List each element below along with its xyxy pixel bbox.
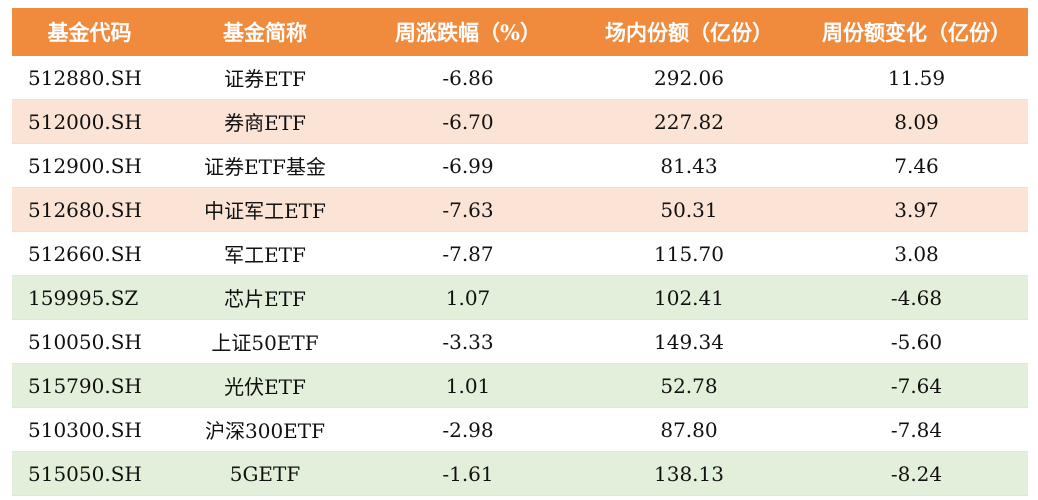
header-weekly-change: 周涨跌幅（%） xyxy=(395,20,541,45)
cell-weekly-change: 1.01 xyxy=(445,373,491,398)
table-row: 159995.SZ 芯片ETF 1.07 102.41 -4.68 xyxy=(12,276,1028,320)
cell-shares: 227.82 xyxy=(654,109,724,134)
cell-shares-change: -7.64 xyxy=(890,373,943,398)
cell-weekly-change: -3.33 xyxy=(442,329,494,354)
cell-name: 军工ETF xyxy=(224,243,306,267)
cell-name: 芯片ETF xyxy=(224,287,306,311)
cell-weekly-change: -7.63 xyxy=(442,197,494,222)
table-row: 510050.SH 上证50ETF -3.33 149.34 -5.60 xyxy=(12,320,1028,364)
cell-code: 512900.SH xyxy=(28,153,142,178)
cell-shares-change: -5.60 xyxy=(890,329,943,354)
cell-weekly-change: -6.70 xyxy=(442,109,494,134)
cell-shares-change: -8.24 xyxy=(890,461,943,486)
etf-table: 基金代码 基金简称 周涨跌幅（%） 场内份额（亿份） 周份额变化（亿份） 512… xyxy=(12,8,1028,496)
table-row: 512660.SH 军工ETF -7.87 115.70 3.08 xyxy=(12,232,1028,276)
cell-shares-change: -7.84 xyxy=(890,417,943,442)
cell-weekly-change: -6.99 xyxy=(442,153,494,178)
table-row: 512900.SH 证券ETF基金 -6.99 81.43 7.46 xyxy=(12,144,1028,188)
header-name: 基金简称 xyxy=(223,20,307,45)
cell-code: 159995.SZ xyxy=(28,285,139,310)
cell-shares-change: -4.68 xyxy=(890,285,943,310)
cell-weekly-change: 1.07 xyxy=(445,285,491,310)
cell-weekly-change: -1.61 xyxy=(442,461,494,486)
cell-name: 光伏ETF xyxy=(224,375,306,399)
header-code: 基金代码 xyxy=(47,20,132,45)
cell-name: 上证50ETF xyxy=(211,331,319,355)
header-shares: 场内份额（亿份） xyxy=(605,20,773,45)
cell-shares: 87.80 xyxy=(660,417,718,442)
cell-code: 512880.SH xyxy=(28,65,142,90)
cell-name: 5GETF xyxy=(229,461,301,486)
cell-code: 512680.SH xyxy=(28,197,142,222)
cell-shares: 52.78 xyxy=(660,373,718,398)
cell-code: 515050.SH xyxy=(28,461,142,486)
cell-shares: 102.41 xyxy=(654,285,724,310)
cell-shares: 138.13 xyxy=(654,461,724,486)
table-row: 512680.SH 中证军工ETF -7.63 50.31 3.97 xyxy=(12,188,1028,232)
cell-name: 中证军工ETF xyxy=(204,199,326,223)
cell-code: 512660.SH xyxy=(28,241,142,266)
table-row: 512000.SH 券商ETF -6.70 227.82 8.09 xyxy=(12,100,1028,144)
cell-code: 510050.SH xyxy=(28,329,142,354)
cell-shares-change: 8.09 xyxy=(894,109,939,134)
cell-weekly-change: -7.87 xyxy=(442,241,494,266)
cell-shares-change: 3.97 xyxy=(894,197,939,222)
cell-name: 证券ETF基金 xyxy=(204,155,326,179)
cell-shares: 81.43 xyxy=(660,153,718,178)
table-header: 基金代码 基金简称 周涨跌幅（%） 场内份额（亿份） 周份额变化（亿份） xyxy=(12,8,1028,56)
table-row: 510300.SH 沪深300ETF -2.98 87.80 -7.84 xyxy=(12,408,1028,452)
header-shares-change: 周份额变化（亿份） xyxy=(822,20,1011,45)
cell-shares: 149.34 xyxy=(654,329,724,354)
cell-shares: 115.70 xyxy=(654,241,724,266)
table-row: 515050.SH 5GETF -1.61 138.13 -8.24 xyxy=(12,452,1028,496)
cell-shares-change: 3.08 xyxy=(894,241,939,266)
cell-shares: 292.06 xyxy=(654,65,724,90)
cell-code: 515790.SH xyxy=(28,373,142,398)
cell-shares-change: 11.59 xyxy=(887,65,946,90)
cell-name: 证券ETF xyxy=(224,67,306,91)
cell-name: 沪深300ETF xyxy=(205,419,325,443)
cell-code: 512000.SH xyxy=(28,109,142,134)
cell-shares-change: 7.46 xyxy=(894,153,939,178)
cell-weekly-change: -6.86 xyxy=(442,65,494,90)
cell-name: 券商ETF xyxy=(224,111,306,135)
cell-code: 510300.SH xyxy=(28,417,142,442)
table-row: 512880.SH 证券ETF -6.86 292.06 11.59 xyxy=(12,56,1028,100)
cell-weekly-change: -2.98 xyxy=(442,417,494,442)
table-row: 515790.SH 光伏ETF 1.01 52.78 -7.64 xyxy=(12,364,1028,408)
cell-shares: 50.31 xyxy=(660,197,718,222)
